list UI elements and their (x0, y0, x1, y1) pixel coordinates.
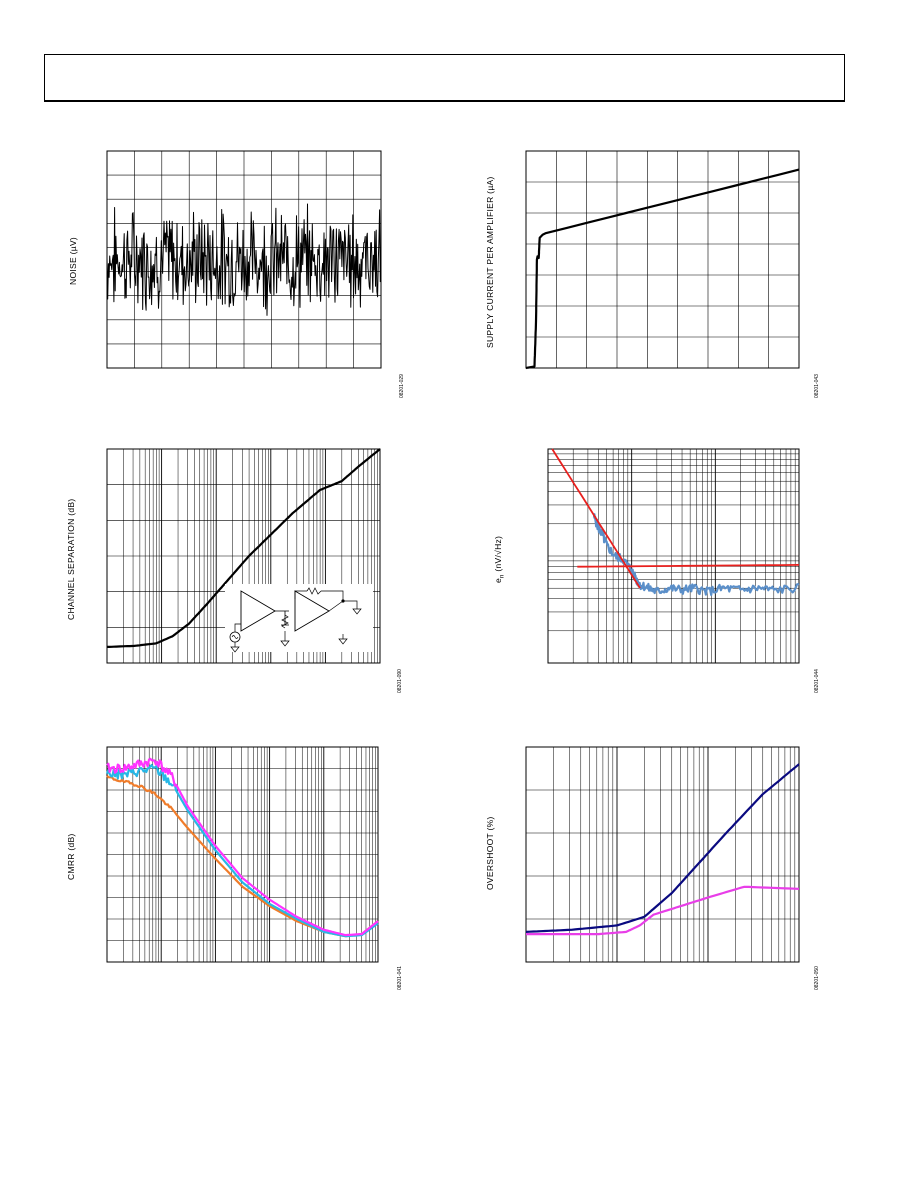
overshoot-chart (525, 746, 800, 963)
op-amp-2-ground-icon (338, 634, 348, 645)
chart-ylabel: CMRR (dB) (66, 833, 76, 880)
figure-id: 08201-041 (397, 966, 403, 990)
inset-background (225, 584, 373, 652)
output-node (341, 599, 345, 603)
figure-id: 08201-043 (814, 374, 820, 398)
series-line (525, 168, 800, 370)
channel-separation-chart (106, 448, 381, 664)
figure-id: 08201-050 (814, 966, 820, 990)
series-line (105, 764, 379, 938)
chart-ylabel: en (nV/√Hz) (493, 536, 506, 583)
series-line (577, 564, 800, 568)
ylabel-subscript: n (499, 574, 506, 578)
voltage-noise-density-chart (547, 448, 800, 664)
chart-ylabel: CHANNEL SEPARATION (dB) (66, 498, 76, 620)
plot-frame (525, 746, 800, 963)
series-line (106, 757, 379, 937)
op-amp-1-icon (240, 590, 276, 632)
supply-current-chart (525, 150, 800, 370)
chart-ylabel: SUPPLY CURRENT PER AMPLIFIER (µA) (485, 176, 495, 348)
figure-id: 08201-044 (814, 669, 820, 693)
op-amp-2-icon (294, 590, 330, 632)
ground-icon (280, 631, 290, 647)
chart-ylabel: NOISE (µV) (68, 236, 78, 285)
series-line (551, 448, 641, 589)
page-header-box (44, 54, 845, 102)
source-ground-icon (230, 623, 241, 653)
series-line (526, 885, 800, 936)
noise-chart (106, 150, 382, 369)
ylabel-rest: (nV/√Hz) (493, 535, 503, 575)
chart-ylabel: OVERSHOOT (%) (485, 816, 495, 890)
cmrr-chart (105, 746, 379, 963)
output-wire (275, 610, 289, 626)
plot-frame (525, 150, 800, 369)
series-line (592, 513, 800, 596)
ylabel-main: e (493, 577, 503, 583)
series-line (106, 203, 382, 316)
figure-id: 08201-029 (399, 374, 405, 398)
figure-id: 08201-090 (397, 669, 403, 693)
series-line (107, 448, 381, 648)
sine-wave-icon (231, 635, 239, 639)
load-resistor-icon (281, 614, 289, 629)
series-line (525, 763, 800, 933)
feedback-resistor-icon (306, 587, 322, 595)
feedback-network (294, 590, 362, 615)
